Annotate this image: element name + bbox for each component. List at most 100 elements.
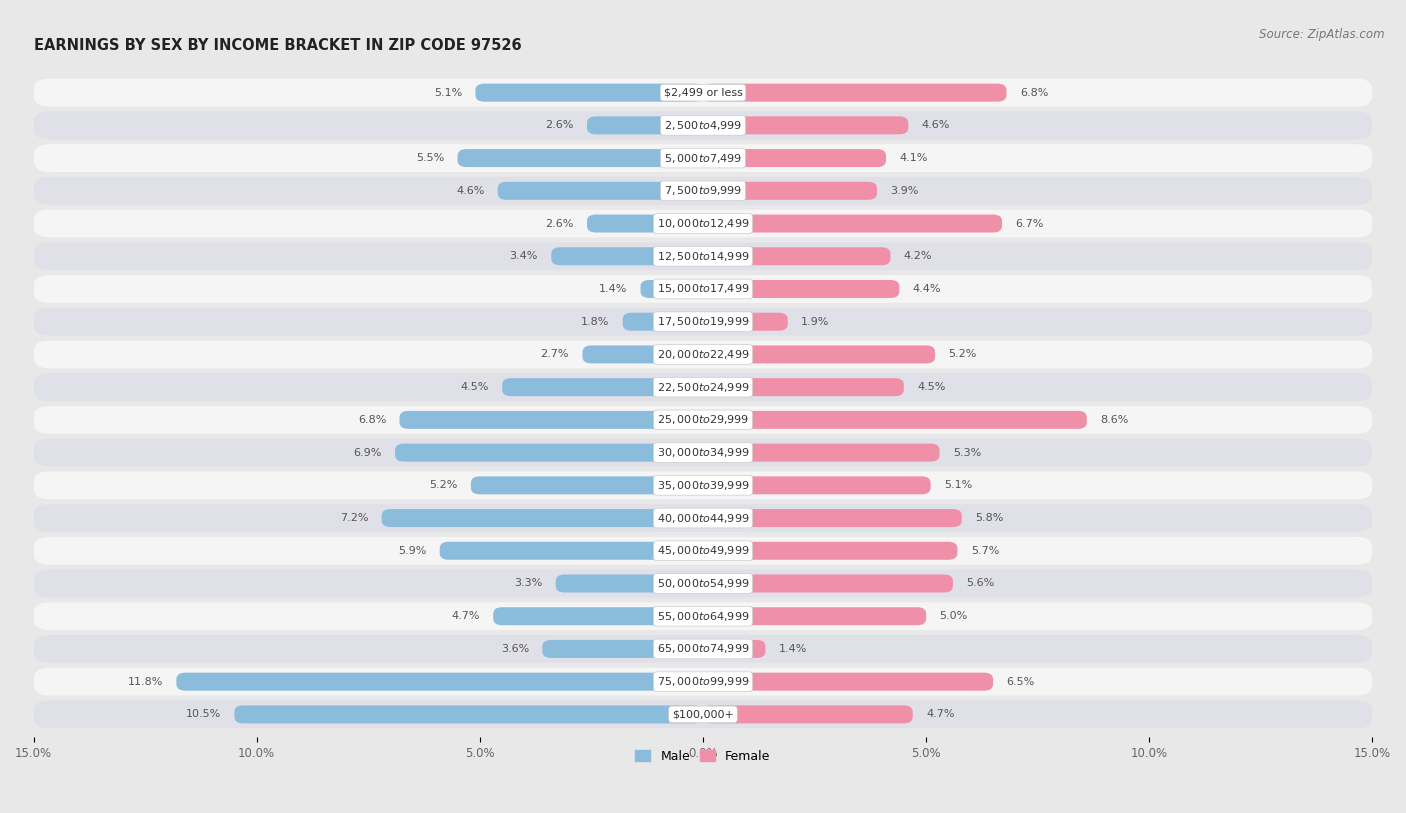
Text: 4.5%: 4.5% [917, 382, 946, 392]
Legend: Male, Female: Male, Female [630, 745, 776, 767]
Text: 10.5%: 10.5% [186, 710, 221, 720]
Text: 6.9%: 6.9% [353, 448, 381, 458]
Text: 4.7%: 4.7% [927, 710, 955, 720]
FancyBboxPatch shape [703, 215, 1002, 233]
Text: 3.9%: 3.9% [890, 186, 918, 196]
Text: $15,000 to $17,499: $15,000 to $17,499 [657, 282, 749, 295]
Text: $75,000 to $99,999: $75,000 to $99,999 [657, 675, 749, 688]
Text: $35,000 to $39,999: $35,000 to $39,999 [657, 479, 749, 492]
Text: $100,000+: $100,000+ [672, 710, 734, 720]
FancyBboxPatch shape [34, 341, 1372, 368]
FancyBboxPatch shape [582, 346, 703, 363]
FancyBboxPatch shape [551, 247, 703, 265]
Text: $22,500 to $24,999: $22,500 to $24,999 [657, 380, 749, 393]
FancyBboxPatch shape [703, 640, 765, 658]
FancyBboxPatch shape [34, 570, 1372, 598]
Text: 7.2%: 7.2% [340, 513, 368, 523]
FancyBboxPatch shape [703, 84, 1007, 102]
FancyBboxPatch shape [703, 706, 912, 724]
Text: 4.2%: 4.2% [904, 251, 932, 261]
FancyBboxPatch shape [703, 541, 957, 560]
FancyBboxPatch shape [703, 149, 886, 167]
Text: $55,000 to $64,999: $55,000 to $64,999 [657, 610, 749, 623]
Text: 8.6%: 8.6% [1101, 415, 1129, 425]
Text: 3.6%: 3.6% [501, 644, 529, 654]
Text: 5.6%: 5.6% [966, 579, 994, 589]
FancyBboxPatch shape [34, 602, 1372, 630]
FancyBboxPatch shape [34, 373, 1372, 401]
FancyBboxPatch shape [34, 210, 1372, 237]
FancyBboxPatch shape [586, 215, 703, 233]
FancyBboxPatch shape [555, 575, 703, 593]
Text: $20,000 to $22,499: $20,000 to $22,499 [657, 348, 749, 361]
Text: 4.7%: 4.7% [451, 611, 479, 621]
FancyBboxPatch shape [235, 706, 703, 724]
Text: $2,500 to $4,999: $2,500 to $4,999 [664, 119, 742, 132]
FancyBboxPatch shape [703, 378, 904, 396]
Text: 6.7%: 6.7% [1015, 219, 1043, 228]
FancyBboxPatch shape [381, 509, 703, 527]
FancyBboxPatch shape [703, 116, 908, 134]
Text: $45,000 to $49,999: $45,000 to $49,999 [657, 544, 749, 557]
Text: $25,000 to $29,999: $25,000 to $29,999 [657, 413, 749, 426]
Text: $50,000 to $54,999: $50,000 to $54,999 [657, 577, 749, 590]
FancyBboxPatch shape [440, 541, 703, 560]
Text: 4.6%: 4.6% [922, 120, 950, 130]
Text: 4.1%: 4.1% [900, 153, 928, 163]
FancyBboxPatch shape [471, 476, 703, 494]
Text: 2.6%: 2.6% [546, 120, 574, 130]
Text: 3.3%: 3.3% [515, 579, 543, 589]
Text: 5.1%: 5.1% [943, 480, 972, 490]
Text: 2.6%: 2.6% [546, 219, 574, 228]
Text: 1.9%: 1.9% [801, 317, 830, 327]
FancyBboxPatch shape [703, 607, 927, 625]
Text: 5.0%: 5.0% [939, 611, 967, 621]
FancyBboxPatch shape [34, 504, 1372, 532]
Text: 5.8%: 5.8% [976, 513, 1004, 523]
Text: 5.2%: 5.2% [429, 480, 457, 490]
FancyBboxPatch shape [703, 444, 939, 462]
Text: $30,000 to $34,999: $30,000 to $34,999 [657, 446, 749, 459]
FancyBboxPatch shape [641, 280, 703, 298]
FancyBboxPatch shape [703, 182, 877, 200]
FancyBboxPatch shape [703, 672, 993, 691]
FancyBboxPatch shape [703, 575, 953, 593]
FancyBboxPatch shape [34, 701, 1372, 728]
FancyBboxPatch shape [34, 472, 1372, 499]
Text: 5.7%: 5.7% [970, 546, 1000, 556]
Text: 11.8%: 11.8% [128, 676, 163, 687]
Text: 4.4%: 4.4% [912, 284, 941, 294]
Text: $10,000 to $12,499: $10,000 to $12,499 [657, 217, 749, 230]
FancyBboxPatch shape [395, 444, 703, 462]
Text: 5.5%: 5.5% [416, 153, 444, 163]
FancyBboxPatch shape [34, 667, 1372, 696]
FancyBboxPatch shape [34, 308, 1372, 336]
Text: 6.8%: 6.8% [1019, 88, 1049, 98]
FancyBboxPatch shape [703, 476, 931, 494]
Text: $7,500 to $9,999: $7,500 to $9,999 [664, 185, 742, 198]
Text: 3.4%: 3.4% [509, 251, 538, 261]
FancyBboxPatch shape [703, 346, 935, 363]
FancyBboxPatch shape [502, 378, 703, 396]
Text: $2,499 or less: $2,499 or less [664, 88, 742, 98]
FancyBboxPatch shape [457, 149, 703, 167]
Text: EARNINGS BY SEX BY INCOME BRACKET IN ZIP CODE 97526: EARNINGS BY SEX BY INCOME BRACKET IN ZIP… [34, 38, 522, 54]
FancyBboxPatch shape [586, 116, 703, 134]
Text: 1.8%: 1.8% [581, 317, 609, 327]
Text: 5.3%: 5.3% [953, 448, 981, 458]
FancyBboxPatch shape [498, 182, 703, 200]
Text: 1.4%: 1.4% [779, 644, 807, 654]
FancyBboxPatch shape [34, 635, 1372, 663]
Text: $12,500 to $14,999: $12,500 to $14,999 [657, 250, 749, 263]
FancyBboxPatch shape [34, 111, 1372, 139]
Text: Source: ZipAtlas.com: Source: ZipAtlas.com [1260, 28, 1385, 41]
FancyBboxPatch shape [623, 313, 703, 331]
FancyBboxPatch shape [34, 439, 1372, 467]
FancyBboxPatch shape [34, 177, 1372, 205]
FancyBboxPatch shape [34, 79, 1372, 107]
Text: 1.4%: 1.4% [599, 284, 627, 294]
Text: 6.5%: 6.5% [1007, 676, 1035, 687]
FancyBboxPatch shape [703, 411, 1087, 429]
Text: $5,000 to $7,499: $5,000 to $7,499 [664, 151, 742, 164]
Text: 2.7%: 2.7% [541, 350, 569, 359]
